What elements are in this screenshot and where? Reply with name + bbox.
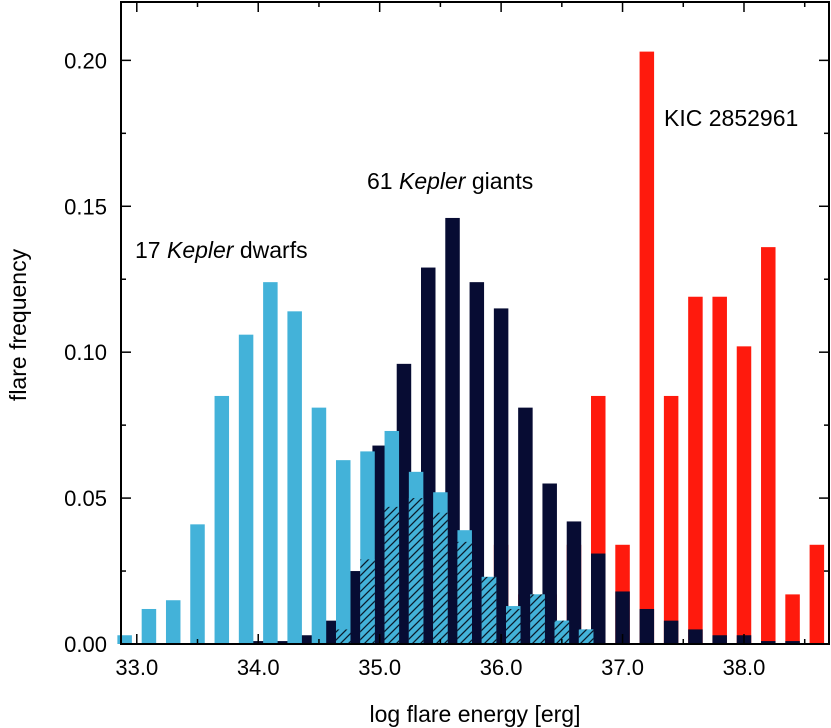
giants-bar-18: [688, 629, 703, 644]
kic2852961-bar-6: [639, 51, 655, 645]
giants-bar-3: [323, 620, 339, 644]
dwarfs-bar-0: [117, 635, 132, 644]
giants-bar-11: [518, 407, 533, 644]
y-tick-label-3: 0.15: [64, 194, 107, 219]
dwarfs-bar-7: [287, 311, 302, 644]
kic2852961-bar-7: [663, 395, 679, 644]
ticks-layer: 33.0 34.0 35.0 36.0 37.0 38.0 0.00 0.05 0.10 0.15…: [64, 2, 829, 680]
y-tick-label-4: 0.20: [64, 48, 107, 73]
kic2852961-bar-11: [761, 247, 776, 644]
giants-bar-22: [785, 641, 800, 644]
kic2852961-bar-9: [712, 296, 727, 644]
dwarfs-bar-2: [165, 600, 181, 644]
annotation-dwarfs-italic: Kepler: [167, 237, 235, 263]
giants-bar-16: [639, 608, 655, 644]
overlap-hatched-bar-6: [481, 576, 497, 644]
overlap-hatched-bar-8: [530, 594, 545, 644]
giants-bar-2: [299, 635, 315, 644]
annotation-giants-suffix: giants: [465, 168, 533, 194]
dwarfs-bar-8: [311, 407, 327, 644]
x-tick-label-3: 36.0: [480, 655, 523, 680]
x-tick-label-0: 33.0: [115, 655, 158, 680]
annotation-dwarfs-suffix: dwarfs: [233, 237, 307, 263]
x-axis-title: log flare energy [erg]: [370, 701, 581, 727]
giants-bar-15: [615, 591, 630, 644]
overlap-hatched-bar-7: [506, 608, 521, 644]
kic2852961-bar-12: [785, 594, 800, 644]
giants-bar-12: [542, 483, 557, 644]
giants-bar-7: [421, 267, 436, 644]
dwarfs-bar-9: [335, 460, 351, 644]
plot-frame: [120, 1, 830, 645]
y-tick-label-1: 0.05: [64, 486, 107, 511]
overlap-hatched-bar-1: [360, 559, 375, 644]
dwarfs-bar-4: [214, 395, 230, 644]
dwarfs-bar-5: [238, 334, 254, 644]
x-tick-label-2: 35.0: [358, 655, 401, 680]
giants-bar-14: [591, 553, 606, 644]
giants-bar-21: [761, 641, 776, 644]
giants-bar-13: [566, 521, 582, 644]
dwarfs-bar-6: [263, 282, 278, 644]
giants-bar-1: [275, 641, 290, 644]
giants-bar-10: [493, 308, 509, 644]
annotation-dwarfs: 17 Kepler dwarfs: [135, 237, 308, 263]
dwarfs-bar-3: [190, 524, 205, 644]
giants-bar-6: [396, 363, 412, 644]
annotation-kic: KIC 2852961: [664, 105, 798, 131]
giants-bar-17: [663, 620, 679, 644]
annotation-giants-prefix: 61: [367, 168, 399, 194]
x-tick-label-4: 37.0: [601, 655, 644, 680]
overlap-hatched-bar-0: [335, 629, 351, 644]
kic2852961-bar-8: [688, 296, 703, 644]
y-axis-title: flare frequency: [5, 248, 31, 401]
overlap-hatched-bar-3: [408, 498, 424, 644]
bars-layer: [117, 51, 825, 645]
dwarfs-bar-1: [141, 608, 157, 644]
overlap-hatched-bar-10: [578, 629, 594, 644]
overlap-hatched-bar-5: [457, 541, 472, 644]
giants-bar-5: [372, 445, 387, 644]
giants-bar-4: [348, 571, 363, 644]
x-tick-label-5: 38.0: [723, 655, 766, 680]
overlap-hatched-bar-4: [433, 512, 448, 644]
overlap-hatched-bar-9: [554, 620, 570, 644]
annotation-kic-prefix: KIC 2852961: [664, 105, 798, 131]
kic2852961-bar-13: [809, 544, 825, 644]
x-tick-label-1: 34.0: [237, 655, 280, 680]
annotation-giants-italic: Kepler: [399, 168, 467, 194]
giants-bar-8: [445, 217, 460, 644]
y-tick-label-2: 0.10: [64, 340, 107, 365]
annotation-dwarfs-prefix: 17: [135, 237, 167, 263]
giants-bar-19: [712, 635, 727, 644]
kic2852961-bar-10: [736, 346, 752, 644]
overlap-hatched-bar-2: [384, 506, 400, 644]
y-tick-label-0: 0.00: [64, 632, 107, 657]
annotation-giants: 61 Kepler giants: [367, 168, 533, 194]
giants-bar-9: [469, 282, 485, 644]
